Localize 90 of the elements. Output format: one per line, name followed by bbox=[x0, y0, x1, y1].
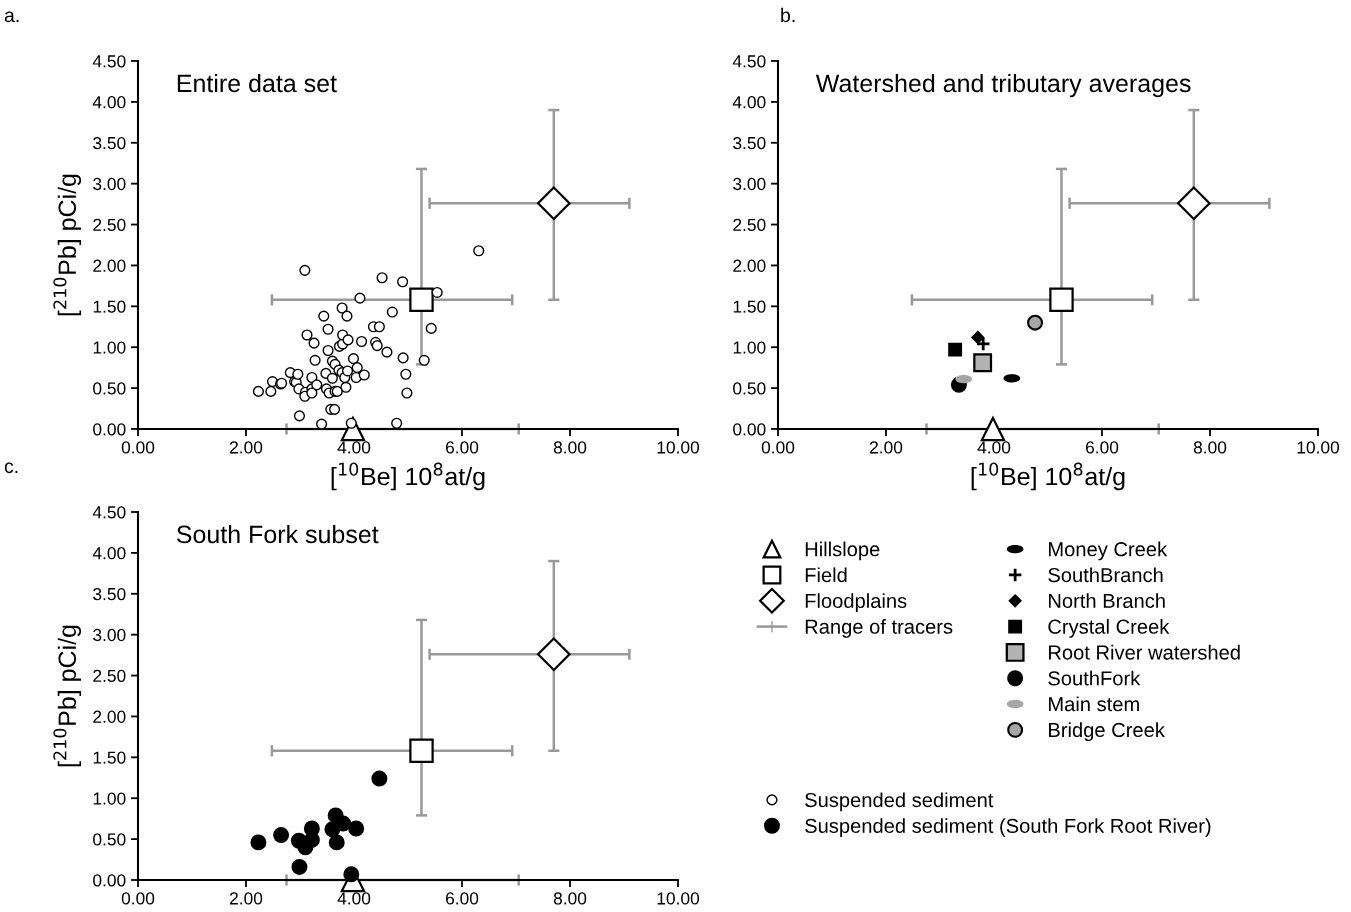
point bbox=[1049, 287, 1074, 313]
y-tick-label: 1.50 bbox=[733, 300, 766, 313]
legend-label: Money Creek bbox=[1049, 541, 1168, 561]
legend-label: Floodplains bbox=[805, 593, 907, 612]
x-tick-label: 8.00 bbox=[1193, 441, 1227, 454]
x-tick-label: 10.00 bbox=[657, 441, 700, 454]
point bbox=[409, 738, 434, 764]
x-tick-label: 2.00 bbox=[869, 441, 903, 454]
y-tick-label: 3.50 bbox=[93, 136, 126, 150]
y-tick-label: 2.50 bbox=[733, 218, 766, 232]
legend-label: Main stem bbox=[1049, 696, 1139, 712]
legend-label: Hillslope bbox=[805, 541, 880, 561]
y-tick-label: 1.00 bbox=[93, 792, 126, 805]
y-tick-label: 3.50 bbox=[733, 136, 766, 150]
point bbox=[1176, 186, 1211, 221]
x-tick-label: 4.00 bbox=[337, 441, 371, 454]
x-tick-label: 8.00 bbox=[553, 441, 587, 454]
y-tick-label: 0.00 bbox=[93, 874, 126, 887]
point bbox=[291, 858, 308, 875]
point bbox=[348, 820, 365, 837]
x-tick-label: 6.00 bbox=[1085, 441, 1119, 454]
legend-label: Crystal Creek bbox=[1048, 619, 1170, 638]
y-axis-title: [$^{210}$Pb] pCi/g bbox=[53, 625, 82, 767]
point bbox=[273, 827, 290, 844]
chart-title: South Fork subset bbox=[176, 524, 379, 544]
legend-label: Root River watershed bbox=[1049, 644, 1240, 660]
y-tick-label: 0.50 bbox=[93, 833, 126, 846]
y-tick-label: 3.00 bbox=[733, 177, 766, 191]
chart-title: Entire data set bbox=[177, 73, 337, 93]
chart-title: Watershed and tributary averages bbox=[815, 73, 1191, 98]
y-tick-label: 2.50 bbox=[93, 218, 126, 232]
x-tick-label: 10.00 bbox=[1297, 441, 1340, 454]
y-tick-label: 4.50 bbox=[92, 55, 126, 68]
point bbox=[335, 815, 352, 832]
y-axis-title: [$^{210}$Pb] pCi/g bbox=[53, 174, 82, 316]
x-tick-label: 6.00 bbox=[445, 441, 479, 454]
text: a. bbox=[4, 11, 19, 23]
y-tick-label: 0.50 bbox=[93, 382, 126, 395]
point bbox=[1027, 314, 1044, 331]
y-tick-label: 3.00 bbox=[93, 177, 126, 191]
point bbox=[328, 834, 345, 851]
point bbox=[980, 416, 1006, 442]
y-tick-label: 2.50 bbox=[93, 669, 126, 683]
legend-label: Field bbox=[805, 567, 847, 583]
x-tick-label: 8.00 bbox=[553, 892, 587, 905]
text: Range of tracers bbox=[805, 619, 953, 638]
legend-label: Suspended sediment bbox=[805, 792, 994, 812]
y-tick-label: 1.00 bbox=[93, 341, 126, 354]
legend-label: Suspended sediment (South Fork Root River) bbox=[805, 818, 1211, 837]
legend-label: SouthFork bbox=[1048, 670, 1141, 686]
point bbox=[973, 353, 993, 373]
text: c. bbox=[4, 462, 18, 474]
x-tick-label: 2.00 bbox=[229, 441, 263, 454]
x-tick-label: 2.00 bbox=[229, 892, 263, 905]
point bbox=[971, 330, 985, 344]
y-tick-label: 3.50 bbox=[93, 587, 126, 601]
y-tick-label: 4.00 bbox=[92, 96, 126, 109]
y-tick-label: 1.00 bbox=[733, 341, 766, 354]
y-tick-label: 4.50 bbox=[732, 55, 766, 68]
point bbox=[409, 287, 434, 313]
point bbox=[371, 770, 388, 787]
y-tick-label: 0.00 bbox=[733, 423, 766, 436]
x-axis-title: [$^{10}$Be] 10$^{8}$at/g bbox=[331, 462, 485, 491]
x-tick-label: 0.00 bbox=[121, 441, 155, 454]
legend-label: North Branch bbox=[1049, 593, 1165, 609]
y-tick-label: 2.00 bbox=[93, 710, 126, 723]
y-tick-label: 2.00 bbox=[93, 259, 126, 272]
y-tick-label: 3.00 bbox=[93, 628, 126, 642]
point bbox=[536, 186, 571, 221]
point bbox=[250, 834, 267, 851]
y-tick-label: 4.00 bbox=[92, 547, 126, 560]
x-tick-label: 4.00 bbox=[977, 441, 1011, 454]
y-tick-label: 2.00 bbox=[733, 259, 766, 272]
y-tick-label: 4.00 bbox=[732, 96, 766, 109]
x-tick-label: 10.00 bbox=[657, 892, 700, 905]
y-tick-label: 1.50 bbox=[93, 751, 126, 764]
legend-label: Bridge Creek bbox=[1049, 722, 1165, 742]
point bbox=[536, 637, 571, 672]
y-tick-label: 0.50 bbox=[733, 382, 766, 395]
x-tick-label: 0.00 bbox=[761, 441, 795, 454]
text: b. bbox=[781, 7, 795, 23]
y-tick-label: 1.50 bbox=[93, 300, 126, 313]
y-tick-label: 0.00 bbox=[93, 423, 126, 436]
x-tick-label: 4.00 bbox=[337, 892, 371, 905]
legend-label: SouthBranch bbox=[1048, 567, 1163, 583]
point bbox=[975, 336, 991, 352]
x-tick-label: 0.00 bbox=[121, 892, 155, 905]
x-axis-title: [$^{10}$Be] 10$^{8}$at/g bbox=[971, 462, 1125, 491]
y-tick-label: 4.50 bbox=[92, 506, 126, 519]
x-tick-label: 6.00 bbox=[445, 892, 479, 905]
